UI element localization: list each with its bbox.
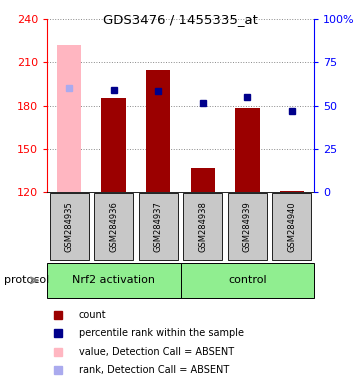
Bar xyxy=(101,98,126,192)
Text: rank, Detection Call = ABSENT: rank, Detection Call = ABSENT xyxy=(79,366,229,376)
Bar xyxy=(180,263,314,298)
Bar xyxy=(191,167,215,192)
Text: Nrf2 activation: Nrf2 activation xyxy=(72,275,155,285)
Bar xyxy=(57,45,82,192)
Text: control: control xyxy=(228,275,266,285)
Bar xyxy=(139,194,178,260)
Text: count: count xyxy=(79,310,106,320)
Bar xyxy=(183,194,222,260)
Text: GSM284937: GSM284937 xyxy=(154,201,163,252)
Bar xyxy=(146,70,170,192)
Text: value, Detection Call = ABSENT: value, Detection Call = ABSENT xyxy=(79,347,234,357)
Bar xyxy=(235,109,260,192)
Text: GSM284939: GSM284939 xyxy=(243,201,252,252)
Bar xyxy=(94,194,133,260)
Text: GSM284936: GSM284936 xyxy=(109,201,118,252)
Bar xyxy=(272,194,312,260)
Bar xyxy=(228,194,267,260)
Text: percentile rank within the sample: percentile rank within the sample xyxy=(79,328,244,338)
Text: GSM284940: GSM284940 xyxy=(287,201,296,252)
Text: GSM284938: GSM284938 xyxy=(198,201,207,252)
Bar xyxy=(47,263,180,298)
Bar xyxy=(49,194,89,260)
Text: GSM284935: GSM284935 xyxy=(65,201,74,252)
Text: protocol: protocol xyxy=(4,275,49,285)
Text: GDS3476 / 1455335_at: GDS3476 / 1455335_at xyxy=(103,13,258,26)
Bar xyxy=(279,190,304,192)
